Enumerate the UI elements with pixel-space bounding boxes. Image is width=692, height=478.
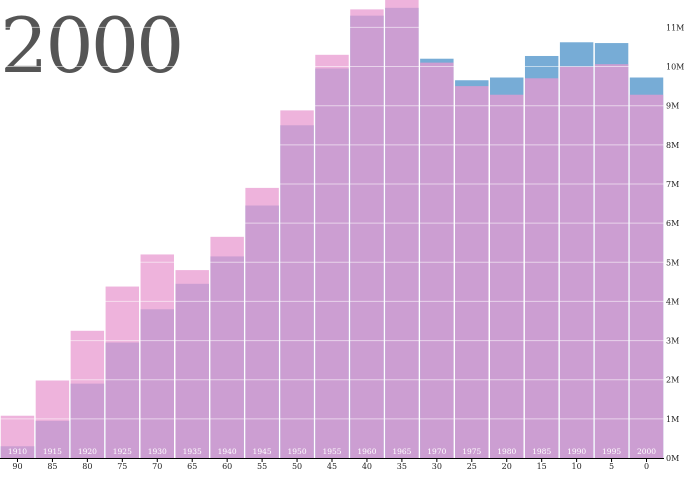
bar-series-2	[490, 94, 524, 458]
bar-series-2	[140, 254, 174, 458]
x-tick-label: 60	[222, 462, 232, 471]
x-tick-label: 75	[117, 462, 127, 471]
bar-series-2	[524, 78, 559, 459]
birth-year-label: 1970	[427, 447, 446, 456]
birth-year-label: 1975	[462, 447, 481, 456]
x-tick-label: 40	[362, 462, 372, 471]
bar-series-2	[350, 9, 384, 459]
x-tick-label: 45	[327, 462, 337, 471]
x-tick-label: 35	[397, 462, 407, 471]
bar-series-2	[0, 415, 35, 458]
y-tick-label: 5M	[666, 258, 679, 267]
bar-series-2	[280, 110, 314, 458]
birth-year-label: 1925	[113, 447, 132, 456]
birth-year-label: 1910	[8, 447, 27, 456]
bar-series-2	[420, 62, 454, 458]
y-tick-label: 8M	[666, 141, 679, 150]
y-tick-label: 6M	[666, 219, 679, 228]
x-tick-label: 10	[572, 462, 582, 471]
birth-year-label: 1960	[357, 447, 376, 456]
birth-year-label: 1985	[532, 447, 551, 456]
x-tick-label: 55	[257, 462, 267, 471]
bar-series-2	[210, 236, 244, 458]
x-tick-label: 20	[502, 462, 512, 471]
y-tick-label: 0M	[666, 454, 679, 463]
bar-series-2	[594, 64, 629, 458]
birth-year-label: 1980	[497, 447, 516, 456]
y-tick-label: 7M	[666, 180, 679, 189]
x-tick-label: 15	[537, 462, 547, 471]
y-tick-label: 9M	[666, 102, 679, 111]
year-title: 2000	[0, 1, 184, 90]
bar-series-2	[455, 86, 489, 458]
x-tick-label: 70	[152, 462, 162, 471]
x-tick-label: 85	[47, 462, 57, 471]
birth-year-label: 1955	[322, 447, 341, 456]
x-tick-label: 50	[292, 462, 302, 471]
birth-year-label: 1965	[392, 447, 411, 456]
bar-series-2	[385, 0, 419, 458]
y-tick-label: 2M	[666, 376, 679, 385]
bar-series-2	[315, 54, 349, 459]
y-tick-label: 4M	[666, 297, 679, 306]
bar-series-2	[245, 187, 279, 458]
birth-year-label: 1995	[602, 447, 621, 456]
bar-series-2	[105, 286, 140, 458]
birth-year-label: 1950	[288, 447, 307, 456]
birth-year-label: 1920	[78, 447, 97, 456]
birth-year-label: 1945	[253, 447, 272, 456]
birth-year-label: 1930	[148, 447, 167, 456]
birth-year-label: 1990	[567, 447, 586, 456]
birth-year-label: 1940	[218, 447, 237, 456]
x-tick-label: 5	[609, 462, 614, 471]
birth-year-label: 2000	[637, 447, 656, 456]
x-tick-label: 25	[467, 462, 477, 471]
bar-series-2	[629, 94, 664, 458]
bar-series-2	[70, 330, 105, 458]
x-tick-label: 90	[12, 462, 22, 471]
x-tick-label: 30	[432, 462, 442, 471]
x-tick-label: 0	[644, 462, 649, 471]
y-tick-label: 3M	[666, 337, 679, 346]
y-tick-label: 11M	[666, 23, 684, 32]
y-tick-label: 1M	[666, 415, 679, 424]
birth-year-label: 1915	[43, 447, 62, 456]
birth-year-label: 1935	[183, 447, 202, 456]
x-tick-label: 65	[187, 462, 197, 471]
bar-series-2	[175, 270, 209, 458]
y-tick-label: 10M	[666, 63, 684, 72]
x-tick-label: 80	[82, 462, 92, 471]
